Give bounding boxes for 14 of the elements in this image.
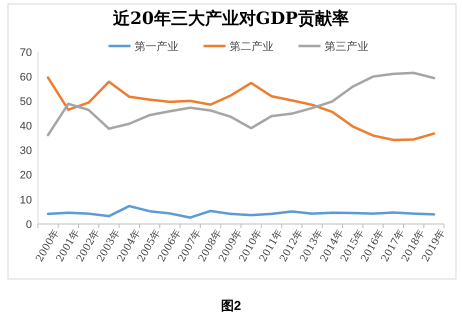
chart-title: 近20年三大产业对GDP贡献率 — [112, 9, 349, 29]
y-tick-label: 0 — [26, 218, 32, 231]
y-tick-label: 20 — [20, 170, 32, 182]
y-tick-label: 40 — [20, 120, 32, 133]
legend-label: 第三产业 — [324, 40, 368, 53]
legend-label: 第一产业 — [134, 40, 178, 53]
y-tick-label: 60 — [20, 71, 32, 84]
line-series — [46, 204, 436, 219]
caption: 图2 — [220, 298, 242, 313]
y-tick-label: 30 — [20, 145, 32, 158]
y-tick-label: 50 — [20, 96, 32, 108]
y-tick-label: 10 — [20, 194, 32, 206]
y-tick-label: 70 — [20, 46, 32, 59]
legend-label: 第二产业 — [230, 40, 274, 53]
